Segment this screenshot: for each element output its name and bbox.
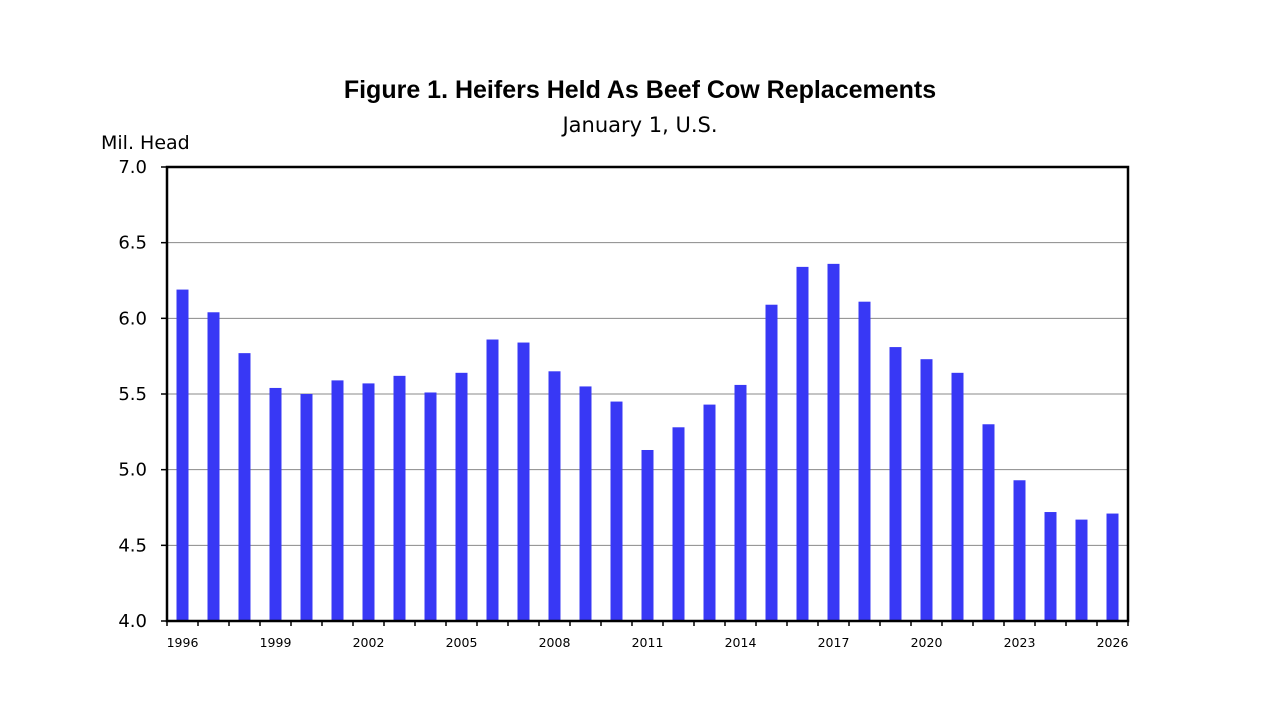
x-tick-label: 2005 xyxy=(446,635,478,650)
bar-2020 xyxy=(920,359,933,621)
y-axis-unit-label: Mil. Head xyxy=(101,132,190,154)
bar-2018 xyxy=(858,301,871,621)
bar-1996 xyxy=(176,289,189,621)
x-axis: 1996 1999 2002 2005 2008 2011 2014 2017 2020 2023… xyxy=(166,621,1129,650)
y-tick-label: 5.5 xyxy=(118,384,147,405)
bar-series xyxy=(176,263,1119,621)
bar-2004 xyxy=(424,392,437,621)
y-tick-label: 6.5 xyxy=(118,233,147,254)
bar-2009 xyxy=(579,386,592,621)
bar-2019 xyxy=(889,347,902,621)
bar-2024 xyxy=(1044,512,1057,621)
bar-1997 xyxy=(207,312,220,621)
bar-2007 xyxy=(517,342,530,621)
bar-2008 xyxy=(548,371,561,621)
bar-2012 xyxy=(672,427,685,621)
x-tick-label: 2017 xyxy=(818,635,850,650)
x-tick-label: 2014 xyxy=(725,635,757,650)
x-tick-label: 1999 xyxy=(260,635,292,650)
bar-2016 xyxy=(796,266,809,621)
bar-2021 xyxy=(951,372,964,621)
bar-2013 xyxy=(703,404,716,621)
bar-2011 xyxy=(641,449,654,621)
bar-2002 xyxy=(362,383,375,621)
bar-2000 xyxy=(300,394,313,621)
y-axis: 4.0 4.5 5.0 5.5 6.0 6.5 7.0 xyxy=(118,157,167,632)
x-tick-label: 2011 xyxy=(632,635,664,650)
bar-2025 xyxy=(1075,519,1088,621)
bar-2022 xyxy=(982,424,995,621)
bar-2023 xyxy=(1013,480,1026,621)
y-tick-label: 5.0 xyxy=(118,460,147,481)
x-tick-label: 2002 xyxy=(353,635,385,650)
chart-subtitle: January 1, U.S. xyxy=(560,113,717,137)
x-tick-label: 2008 xyxy=(539,635,571,650)
bar-2015 xyxy=(765,304,778,621)
y-tick-label: 4.5 xyxy=(118,535,147,556)
x-tick-label: 1996 xyxy=(167,635,199,650)
bar-2005 xyxy=(455,372,468,621)
y-tick-label: 7.0 xyxy=(118,157,147,178)
bar-2014 xyxy=(734,384,747,621)
bar-2017 xyxy=(827,263,840,621)
chart-title: Figure 1. Heifers Held As Beef Cow Repla… xyxy=(344,76,936,104)
x-tick-label: 2026 xyxy=(1097,635,1129,650)
bar-1998 xyxy=(238,353,251,621)
bar-2006 xyxy=(486,339,499,621)
y-tick-label: 6.0 xyxy=(118,308,147,329)
bar-2026 xyxy=(1106,513,1119,621)
gridlines xyxy=(167,242,1128,546)
bar-2001 xyxy=(331,380,344,621)
bar-2010 xyxy=(610,401,623,621)
bar-2003 xyxy=(393,375,406,621)
y-tick-label: 4.0 xyxy=(118,611,147,632)
x-tick-label: 2020 xyxy=(911,635,943,650)
x-tick-label: 2023 xyxy=(1004,635,1036,650)
bar-1999 xyxy=(269,387,282,621)
